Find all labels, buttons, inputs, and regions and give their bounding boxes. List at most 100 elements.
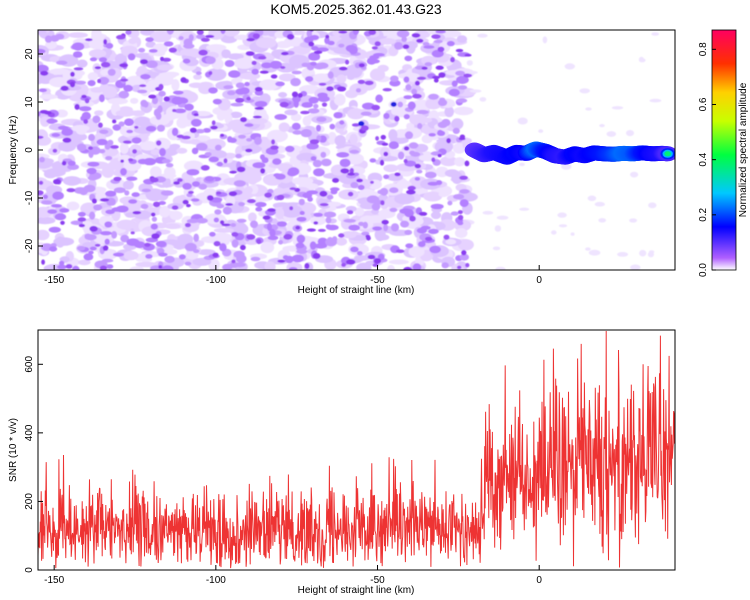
noise-blob [292, 95, 301, 103]
noise-blob [324, 37, 330, 44]
y-tick-label: -10 [24, 190, 35, 205]
noise-blob [325, 34, 330, 39]
noise-blob [105, 209, 115, 215]
noise-blob [273, 173, 281, 178]
noise-blob [375, 94, 383, 103]
noise-blob [158, 201, 166, 205]
noise-blob [240, 117, 247, 123]
noise-blob [244, 186, 253, 194]
noise-blob [408, 246, 425, 258]
noise-blob [395, 249, 405, 253]
noise-blob [354, 49, 368, 60]
noise-blob [55, 109, 68, 118]
noise-blob [594, 201, 605, 207]
noise-blob [229, 111, 243, 119]
noise-blob [277, 259, 286, 263]
noise-blob [149, 166, 162, 178]
noise-blob [319, 190, 328, 197]
noise-blob [244, 81, 250, 87]
noise-blob [80, 115, 86, 121]
noise-blob [352, 30, 359, 35]
noise-blob [389, 187, 399, 194]
noise-blob [258, 56, 267, 60]
noise-blob [261, 62, 273, 69]
noise-blob [94, 243, 101, 247]
noise-blob [374, 41, 381, 47]
noise-blob [357, 79, 366, 85]
noise-blob [88, 149, 94, 158]
noise-blob [269, 228, 276, 238]
noise-blob [283, 233, 293, 240]
noise-blob [191, 147, 199, 155]
noise-blob [341, 231, 357, 239]
noise-blob [161, 158, 171, 164]
noise-blob [246, 96, 251, 101]
noise-blob [256, 238, 262, 245]
noise-blob [88, 38, 108, 50]
noise-blob [180, 77, 187, 83]
noise-blob [630, 264, 641, 270]
noise-blob [72, 51, 83, 58]
noise-blob [372, 226, 383, 231]
colorbar-label: Normalized spectral amplitude [738, 82, 749, 217]
noise-blob [451, 171, 463, 185]
noise-blob [451, 118, 464, 130]
noise-blob [111, 231, 118, 239]
noise-blob [156, 140, 162, 146]
noise-blob [80, 202, 98, 215]
snr-series [38, 330, 675, 569]
noise-blob [453, 194, 465, 200]
noise-blob [383, 174, 390, 180]
noise-blob [137, 158, 149, 165]
noise-blob [211, 120, 216, 126]
x-tick-label: -100 [206, 275, 226, 286]
noise-blob [228, 191, 238, 197]
noise-blob [421, 66, 428, 70]
noise-blob [598, 218, 607, 223]
noise-blob [557, 212, 567, 218]
noise-blob [358, 63, 365, 68]
noise-blob [290, 113, 302, 122]
noise-blob [38, 74, 43, 85]
noise-blob [219, 243, 227, 252]
noise-blob [463, 73, 473, 78]
noise-blob [212, 98, 222, 105]
noise-blob [176, 147, 188, 154]
noise-blob [451, 80, 458, 87]
noise-blob [94, 66, 102, 70]
noise-blob [348, 224, 361, 231]
noise-blob [176, 134, 185, 139]
noise-blob [101, 61, 111, 68]
noise-blob [350, 246, 359, 253]
noise-blob [422, 42, 430, 46]
noise-blob [180, 138, 201, 144]
noise-blob [223, 85, 234, 90]
noise-blob [309, 34, 320, 41]
noise-blob [428, 93, 439, 100]
noise-blob [59, 208, 70, 213]
noise-blob [295, 225, 301, 230]
noise-blob [52, 148, 58, 153]
noise-blob [276, 221, 287, 227]
y-tick-label: 200 [24, 493, 35, 510]
y-tick-label: 0 [24, 147, 35, 153]
noise-blob [57, 264, 67, 270]
noise-blob [158, 265, 163, 269]
noise-blob [319, 203, 329, 207]
noise-blob [131, 110, 145, 117]
noise-blob [599, 124, 605, 128]
noise-blob [38, 229, 50, 241]
noise-blob [301, 62, 310, 68]
noise-blob [347, 191, 354, 197]
noise-blob [299, 210, 305, 216]
noise-blob [120, 234, 130, 243]
noise-blob [403, 266, 413, 270]
y-tick-label: 600 [24, 356, 35, 373]
noise-blob [126, 238, 140, 246]
noise-blob [235, 153, 242, 159]
noise-blob [193, 74, 202, 80]
noise-blob [326, 201, 342, 207]
noise-blob [459, 199, 469, 208]
noise-blob [69, 81, 76, 88]
noise-blob [145, 41, 156, 48]
